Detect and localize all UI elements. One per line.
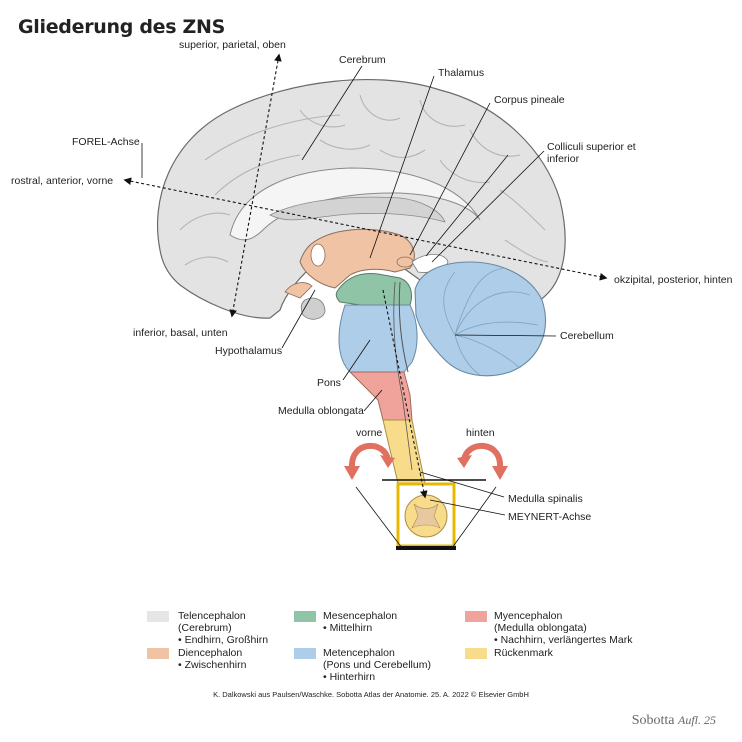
legend-swatch-rueckenmark xyxy=(465,648,487,659)
legend-swatch-telencephalon xyxy=(147,611,169,622)
label-thalamus: Thalamus xyxy=(438,67,485,79)
label-corpus-pineale: Corpus pineale xyxy=(494,94,565,106)
legend-swatch-myencephalon xyxy=(465,611,487,622)
legend-sub: (Cerebrum) xyxy=(178,622,232,634)
legend-name: Metencephalon xyxy=(323,647,395,659)
legend-name: Rückenmark xyxy=(494,647,553,659)
spinal-cord-shape xyxy=(382,419,426,484)
legend-sub: (Pons und Cerebellum) xyxy=(323,659,431,671)
meynert-axis xyxy=(382,289,428,499)
label-cerebellum: Cerebellum xyxy=(560,330,614,342)
legend-item-diencephalon: Diencephalon • Zwischenhirn xyxy=(178,647,246,671)
label-hinten: hinten xyxy=(466,427,495,439)
label-medulla-spinalis: Medulla spinalis xyxy=(508,493,583,505)
legend-note: • Nachhirn, verlängertes Mark xyxy=(494,634,633,646)
legend-name: Myencephalon xyxy=(494,610,563,622)
legend-note: • Hinterhirn xyxy=(323,671,376,683)
credit-line: K. Dalkowski aus Paulsen/Waschke. Sobott… xyxy=(213,690,529,699)
legend-sub: (Medulla oblongata) xyxy=(494,622,587,634)
legend-note: • Zwischenhirn xyxy=(178,659,247,671)
legend-swatch-metencephalon xyxy=(294,648,316,659)
brand-edition: Aufl. 25 xyxy=(678,713,716,727)
legend-item-metencephalon: Metencephalon (Pons und Cerebellum) • Hi… xyxy=(323,647,431,683)
legend-item-myencephalon: Myencephalon (Medulla oblongata) • Nachh… xyxy=(494,610,632,646)
label-forel: FOREL-Achse xyxy=(72,136,140,148)
label-inferior: inferior, basal, unten xyxy=(133,327,228,339)
label-cerebrum: Cerebrum xyxy=(339,54,386,66)
brand-name: Sobotta xyxy=(631,713,675,728)
legend-name: Diencephalon xyxy=(178,647,243,659)
label-superior: superior, parietal, oben xyxy=(179,39,286,51)
legend-swatch-diencephalon xyxy=(147,648,169,659)
legend-name: Telencephalon xyxy=(178,610,246,622)
mesencephalon-shape xyxy=(335,273,413,306)
label-meynert: MEYNERT-Achse xyxy=(508,511,592,523)
legend-item-mesencephalon: Mesencephalon • Mittelhirn xyxy=(323,610,397,634)
label-hypothalamus: Hypothalamus xyxy=(215,345,283,357)
label-medulla-oblongata: Medulla oblongata xyxy=(278,405,364,417)
legend-note: • Endhirn, Großhirn xyxy=(178,634,269,646)
legend-item-telencephalon: Telencephalon (Cerebrum) • Endhirn, Groß… xyxy=(178,610,268,646)
page-title: Gliederung des ZNS xyxy=(18,16,226,38)
brand-logo: Sobotta Aufl. 25 xyxy=(632,713,716,729)
label-pons: Pons xyxy=(317,377,341,389)
legend-swatch-mesencephalon xyxy=(294,611,316,622)
rotation-arrows xyxy=(348,443,504,469)
label-vorne: vorne xyxy=(356,427,383,439)
forel-axis xyxy=(123,177,608,281)
label-colliculi: Colliculi superior et inferior xyxy=(547,141,636,165)
legend-name: Mesencephalon xyxy=(323,610,398,622)
label-rostral: rostral, anterior, vorne xyxy=(11,175,114,187)
legend-item-rueckenmark: Rückenmark xyxy=(494,647,553,659)
legend-note: • Mittelhirn xyxy=(323,622,373,634)
label-okzipital: okzipital, posterior, hinten xyxy=(614,274,733,286)
